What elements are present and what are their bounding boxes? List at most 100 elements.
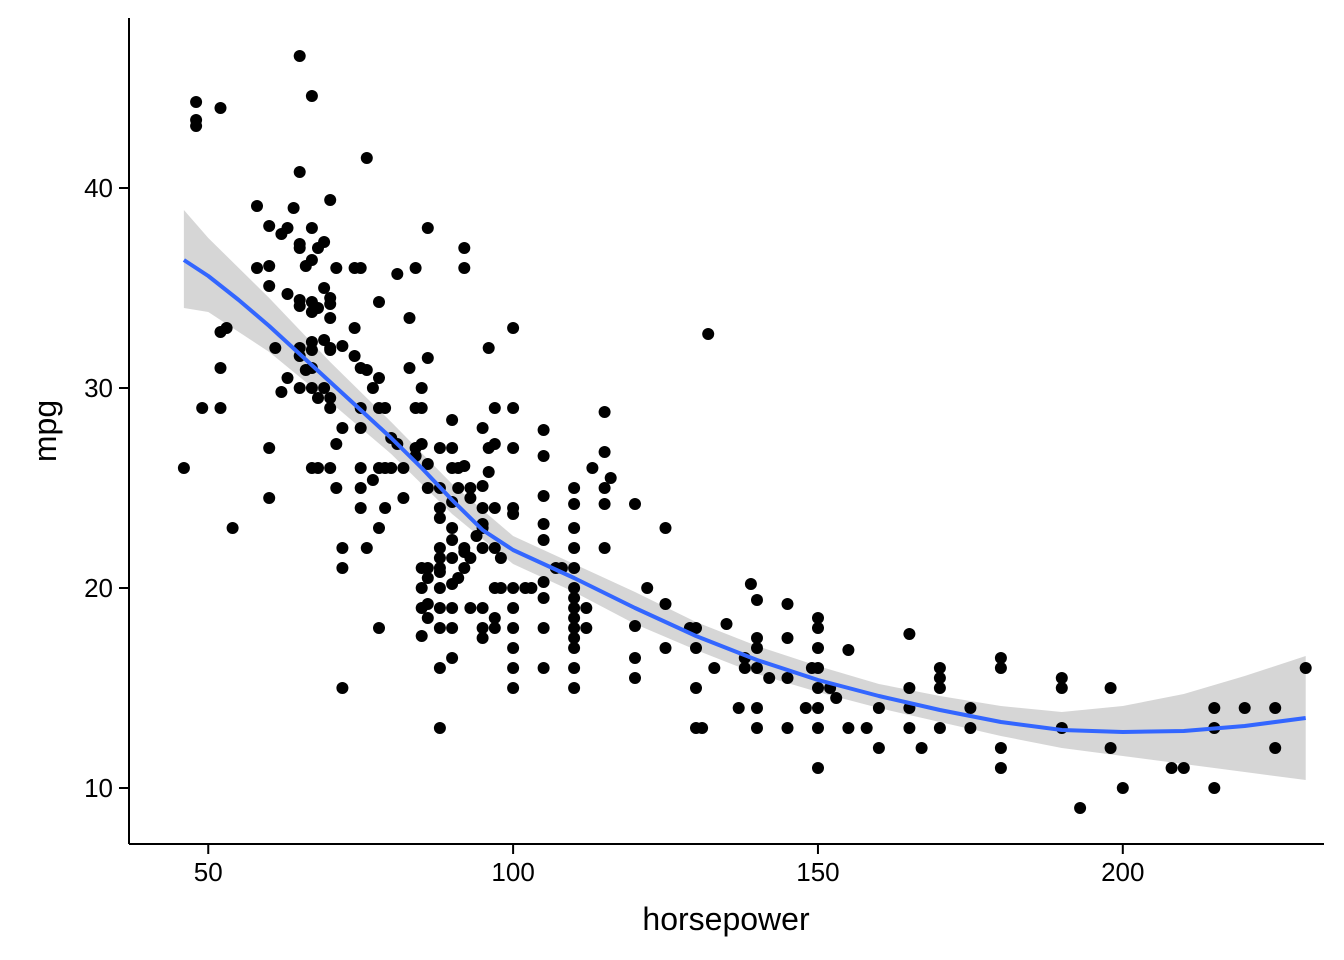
data-point	[336, 682, 349, 694]
data-point	[690, 622, 702, 634]
data-point	[812, 702, 824, 714]
data-point	[568, 542, 581, 554]
data-point	[751, 662, 763, 674]
data-point	[330, 482, 343, 494]
data-point	[263, 280, 276, 292]
data-point	[994, 662, 1007, 674]
data-point	[537, 576, 550, 588]
x-tick-label: 200	[1101, 857, 1144, 887]
data-point	[433, 662, 446, 674]
data-point	[1104, 682, 1117, 694]
data-point	[812, 622, 824, 634]
data-point	[324, 462, 337, 474]
data-point	[312, 392, 324, 404]
data-point	[464, 492, 477, 504]
data-point	[305, 222, 318, 234]
data-point	[415, 402, 428, 414]
data-point	[226, 522, 239, 534]
data-point	[537, 450, 550, 462]
data-point	[293, 382, 306, 394]
data-point	[659, 522, 672, 534]
data-point	[476, 542, 489, 554]
data-point	[324, 392, 337, 404]
data-point	[421, 352, 434, 364]
data-point	[336, 542, 349, 554]
data-point	[263, 260, 276, 272]
data-point	[324, 402, 337, 414]
data-point	[433, 566, 446, 578]
y-tick-label: 30	[84, 373, 113, 403]
data-point	[488, 542, 501, 554]
y-axis-title: mpg	[27, 400, 63, 462]
data-point	[598, 498, 611, 510]
data-point	[507, 508, 520, 520]
data-point	[933, 672, 946, 684]
data-point	[324, 344, 337, 356]
data-point	[324, 194, 337, 206]
data-point	[366, 382, 379, 394]
data-point	[214, 362, 227, 374]
data-point	[415, 438, 428, 450]
data-point	[629, 652, 641, 664]
data-point	[598, 482, 611, 494]
data-point	[433, 542, 446, 554]
data-point	[190, 120, 203, 132]
data-point	[421, 562, 434, 574]
data-point	[421, 572, 434, 584]
data-point	[488, 438, 501, 450]
data-point	[458, 242, 471, 254]
data-point	[373, 522, 385, 534]
data-point	[177, 462, 190, 474]
data-point	[403, 362, 416, 374]
data-point	[860, 722, 873, 734]
data-point	[494, 582, 507, 594]
data-point	[373, 296, 385, 308]
data-point	[830, 692, 843, 704]
data-point	[568, 682, 581, 694]
data-point	[312, 462, 324, 474]
y-tick-label: 10	[84, 773, 113, 803]
data-point	[903, 628, 916, 640]
data-point	[812, 762, 824, 774]
data-point	[318, 236, 331, 248]
data-point	[1238, 702, 1251, 714]
data-point	[482, 342, 495, 354]
data-point	[903, 682, 916, 694]
data-point	[318, 382, 331, 394]
data-point	[494, 552, 507, 564]
data-point	[446, 534, 459, 546]
points-layer	[177, 50, 1312, 814]
data-point	[251, 262, 263, 274]
data-point	[568, 622, 581, 634]
data-point	[507, 602, 520, 614]
data-point	[263, 220, 276, 232]
data-point	[708, 662, 721, 674]
data-point	[598, 446, 611, 458]
data-point	[604, 472, 617, 484]
data-point	[366, 474, 379, 486]
data-point	[433, 602, 446, 614]
data-point	[933, 682, 946, 694]
data-point	[220, 322, 233, 334]
data-point	[537, 518, 550, 530]
data-point	[415, 582, 428, 594]
data-point	[812, 682, 824, 694]
x-axis-title: horsepower	[642, 901, 810, 937]
data-point	[446, 414, 459, 426]
data-point	[751, 632, 763, 644]
data-point	[348, 350, 361, 362]
data-point	[812, 642, 824, 654]
data-point	[659, 642, 672, 654]
data-point	[354, 482, 367, 494]
data-point	[318, 282, 331, 294]
data-point	[415, 382, 428, 394]
data-point	[568, 498, 581, 510]
data-point	[537, 592, 550, 604]
data-point	[446, 552, 459, 564]
data-point	[872, 742, 885, 754]
data-point	[537, 424, 550, 436]
data-point	[458, 262, 471, 274]
data-point	[872, 702, 885, 714]
data-point	[305, 382, 318, 394]
data-point	[360, 542, 373, 554]
